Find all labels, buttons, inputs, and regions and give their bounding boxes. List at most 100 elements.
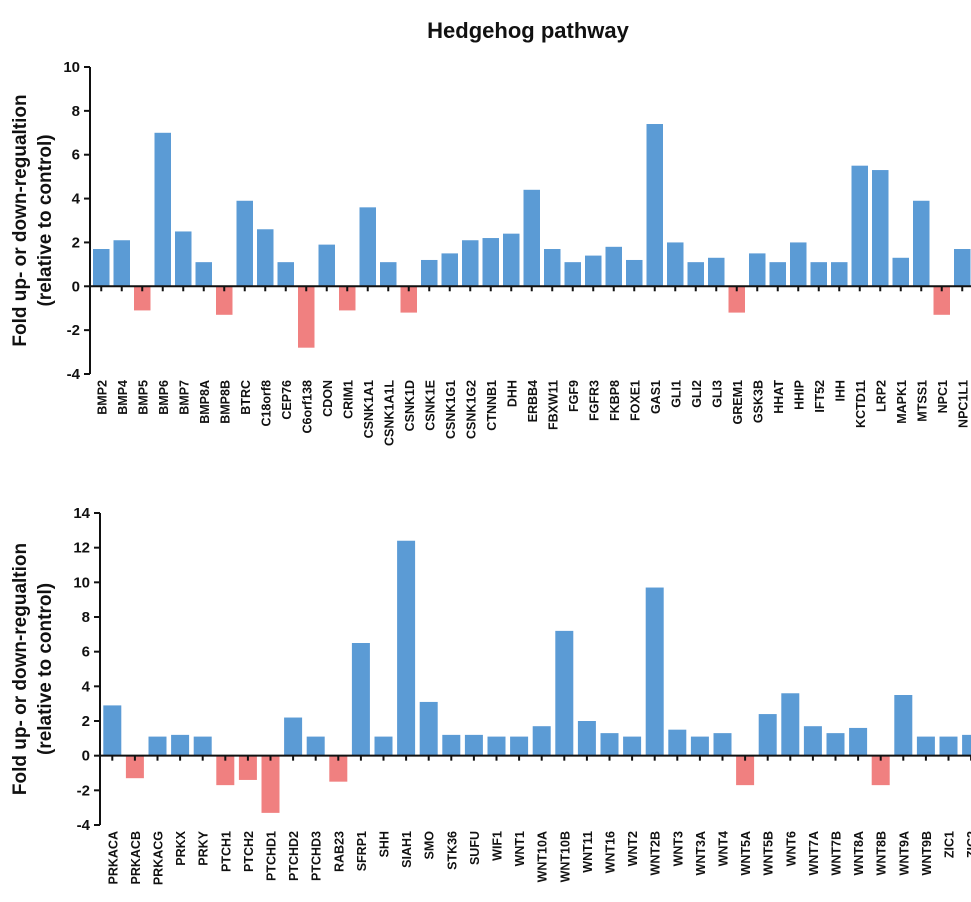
x-tick-label: WNT2B <box>649 831 663 875</box>
x-tick-label: WNT4 <box>717 831 731 866</box>
bar-prkacg <box>148 736 167 756</box>
bar-csnk1g2 <box>462 240 479 287</box>
x-tick-label: SHH <box>378 831 392 857</box>
x-tick-label: NPC1 <box>936 380 950 413</box>
x-tick-label: CRIM1 <box>341 380 355 419</box>
x-tick-label: BMP4 <box>116 380 130 415</box>
x-tick-label: PTCHD1 <box>265 831 279 881</box>
bar-wif1 <box>487 736 506 756</box>
x-tick-label: ERBB4 <box>526 380 540 422</box>
bar-smo <box>419 701 438 756</box>
x-tick-label: BMP7 <box>177 380 191 415</box>
x-tick-label: WNT6 <box>784 831 798 866</box>
bar-wnt11 <box>577 721 596 756</box>
x-tick-label: PRKACA <box>106 831 120 884</box>
y-axis-label: Fold up- or down-regualtion <box>10 94 31 346</box>
x-tick-label: CSNK1G2 <box>464 380 478 439</box>
bar-wnt10b <box>555 630 574 756</box>
x-tick-label: CSNK1A1 <box>362 380 376 438</box>
x-tick-label: CTNNB1 <box>485 380 499 431</box>
y-tick-label: 0 <box>82 748 90 765</box>
x-tick-label: CSNK1A1L <box>382 380 396 446</box>
x-tick-label: CEP76 <box>280 380 294 420</box>
y-tick-label: -2 <box>67 322 80 339</box>
x-tick-label: PRKACB <box>129 831 143 884</box>
bar-prkacb <box>125 755 144 779</box>
bar-fkbp8 <box>605 246 622 287</box>
y-tick-label: 8 <box>72 103 80 120</box>
x-tick-label: BMP2 <box>95 380 109 415</box>
bar-mapk1 <box>892 257 909 287</box>
x-tick-label: WIF1 <box>491 831 505 861</box>
bar-ptch2 <box>238 755 257 780</box>
bar-wnt9b <box>916 736 935 756</box>
x-tick-label: WNT9B <box>920 831 934 875</box>
x-tick-label: ZIC2 <box>965 831 971 858</box>
x-tick-label: CSNK1E <box>423 380 437 431</box>
bar-ihh <box>831 262 848 287</box>
bar-rab23 <box>329 755 348 782</box>
bar-c18orf8 <box>257 229 274 287</box>
x-tick-label: FGF9 <box>567 380 581 412</box>
bar-cep76 <box>277 262 294 287</box>
x-tick-label: WNT3A <box>694 831 708 875</box>
x-tick-label: WNT3 <box>671 831 685 866</box>
bar-wnt9a <box>894 695 913 756</box>
x-tick-label: WNT8B <box>875 831 889 875</box>
y-tick-label: 12 <box>73 540 90 557</box>
y-tick-label: 6 <box>82 644 90 661</box>
x-tick-label: DHH <box>505 380 519 407</box>
bar-ptchd2 <box>284 717 303 756</box>
y-tick-label: 14 <box>73 505 90 522</box>
bar-wnt5b <box>758 714 777 756</box>
chart-panel-top: Fold up- or down-regualtion (relative to … <box>10 59 971 446</box>
y-tick-label: 6 <box>72 147 80 164</box>
bar-prky <box>193 736 212 756</box>
x-tick-label: SMO <box>423 831 437 860</box>
x-tick-label: BMP8B <box>218 380 232 424</box>
bar-gli2 <box>687 262 704 287</box>
x-tick-label: GSK3B <box>751 380 765 423</box>
x-tick-label: MAPK1 <box>895 380 909 424</box>
x-tick-label: BTRC <box>239 380 253 415</box>
x-tick-label: MTSS1 <box>915 380 929 422</box>
x-tick-label: KCTD11 <box>854 380 868 428</box>
bar-shh <box>374 736 393 756</box>
x-tick-label: WNT10B <box>558 831 572 882</box>
bar-stk36 <box>442 734 461 756</box>
bar-ptchd1 <box>261 755 280 813</box>
bar-gsk3b <box>749 253 766 287</box>
bar-sufu <box>464 734 483 756</box>
bar-ptchd3 <box>306 736 325 756</box>
bar-hhip <box>790 242 807 287</box>
y-axis-label-line2: (relative to control) <box>35 583 56 755</box>
x-tick-label: GAS1 <box>649 380 663 414</box>
bar-fgf9 <box>564 262 581 287</box>
y-tick-label: 2 <box>82 713 90 730</box>
y-axis-label: Fold up- or down-regualtion <box>10 543 31 795</box>
x-tick-label: WNT5A <box>739 831 753 875</box>
bar-fbxw11 <box>544 249 561 287</box>
bar-siah1 <box>397 540 416 756</box>
bar-mtss1 <box>913 200 930 287</box>
x-tick-label: WNT10A <box>536 831 550 882</box>
bar-fgfr3 <box>585 255 602 287</box>
y-tick-label: 10 <box>63 59 80 76</box>
x-tick-label: BMP8A <box>198 380 212 424</box>
bar-hhat <box>769 262 786 287</box>
bar-kctd11 <box>851 165 868 287</box>
x-tick-label: WNT11 <box>581 831 595 873</box>
x-tick-label: FGFR3 <box>587 380 601 421</box>
bar-zic2 <box>962 734 971 756</box>
x-tick-label: WNT7A <box>807 831 821 875</box>
bar-prkaca <box>103 705 122 756</box>
bar-prkx <box>171 734 190 756</box>
x-tick-label: FBXW11 <box>546 380 560 430</box>
x-tick-label: IHH <box>833 380 847 402</box>
x-tick-label: FOXE1 <box>628 380 642 421</box>
bar-grem1 <box>728 286 745 313</box>
x-tick-label: SFRP1 <box>355 831 369 871</box>
bar-wnt3a <box>690 736 709 756</box>
bar-wnt5a <box>736 755 755 786</box>
